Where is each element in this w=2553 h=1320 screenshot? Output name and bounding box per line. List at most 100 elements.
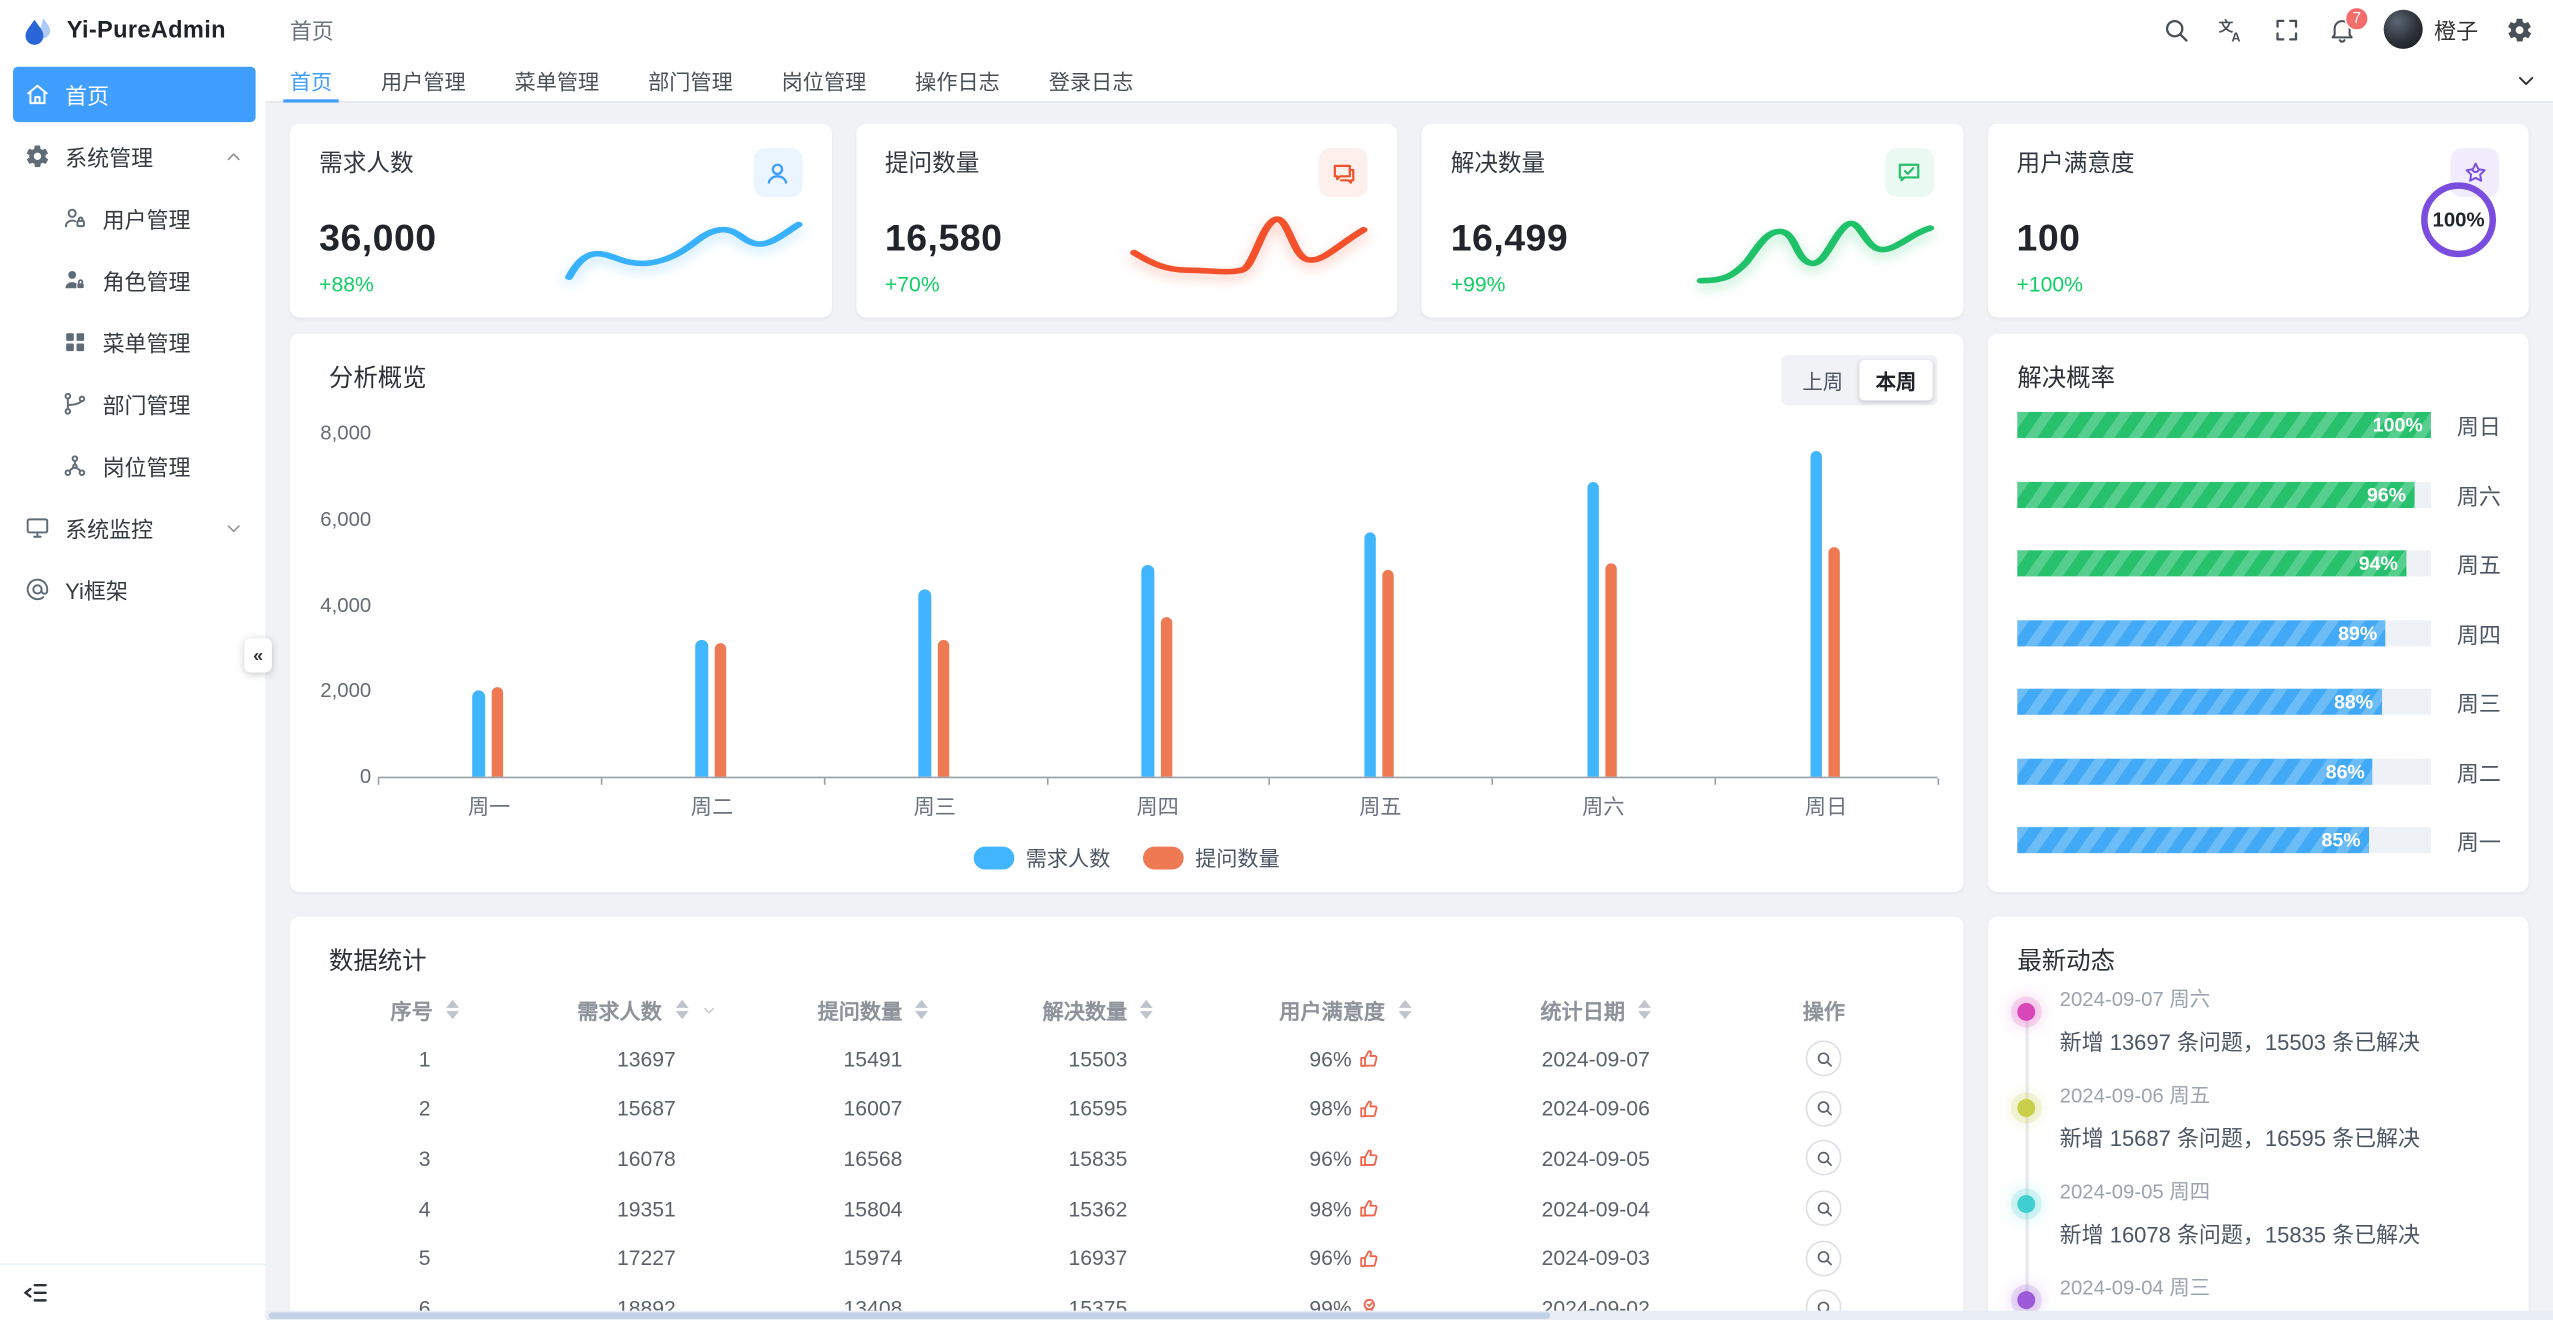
toggle-上周[interactable]: 上周	[1786, 360, 1859, 401]
satisfaction-value: 96%	[1309, 1046, 1352, 1072]
sparkline-chart	[1692, 204, 1936, 295]
menu-fold-icon[interactable]	[23, 1280, 49, 1306]
sidebar-item-label: 系统管理	[65, 146, 154, 171]
x-axis-tick	[823, 778, 826, 785]
bar-require-周三[interactable]	[918, 589, 931, 777]
tab-岗位管理[interactable]: 岗位管理	[782, 59, 867, 101]
tab-label: 登录日志	[1048, 69, 1134, 94]
user-lock-icon	[62, 205, 88, 231]
week-toggle: 上周 本周	[1781, 354, 1938, 406]
cell-value: 15491	[843, 1046, 903, 1072]
sidebar-item-菜单管理[interactable]: 菜单管理	[0, 311, 265, 373]
progress-value: 100%	[2372, 413, 2423, 437]
bar-question-周五[interactable]	[1382, 570, 1395, 777]
stat-cards-row: 需求人数 36,000 +88% 提问数量 16,580 +70% 解决数量 16,499…	[289, 123, 2529, 318]
notification-bell-button[interactable]: 7	[2328, 5, 2370, 43]
column-header-序号[interactable]: 序号	[329, 994, 520, 1025]
table-cell: 15491	[772, 1047, 973, 1071]
column-header-解决数量[interactable]: 解决数量	[973, 994, 1222, 1025]
search-button[interactable]	[2162, 15, 2190, 43]
row-view-button[interactable]	[1805, 1040, 1842, 1077]
row-view-button[interactable]	[1805, 1090, 1842, 1127]
progress-label: 周六	[2456, 484, 2501, 509]
sidebar-collapse-handle[interactable]: «	[244, 638, 272, 673]
sort-carets-icon[interactable]	[1638, 999, 1652, 1020]
tab-部门管理[interactable]: 部门管理	[648, 59, 733, 101]
tab-登录日志[interactable]: 登录日志	[1049, 59, 1134, 101]
column-header-label: 序号	[390, 998, 433, 1024]
column-header-需求人数[interactable]: 需求人数	[520, 994, 772, 1025]
satisfaction-ring: 100%	[2421, 182, 2496, 258]
analysis-title: 分析概览	[328, 364, 427, 393]
sort-carets-icon[interactable]	[1398, 999, 1412, 1020]
logo[interactable]: Yi-PureAdmin	[0, 0, 265, 60]
timeline-item: 2024-09-06 周五 新增 15687 条问题，16595 条已解决	[2017, 1078, 2505, 1174]
user-menu[interactable]: 橙子	[2383, 9, 2478, 49]
progress-value: 88%	[2333, 690, 2374, 714]
bar-question-周六[interactable]	[1605, 564, 1618, 777]
bar-question-周一[interactable]	[491, 687, 503, 777]
fullscreen-button[interactable]	[2273, 15, 2301, 43]
bar-require-周二[interactable]	[695, 639, 708, 777]
table-cell: 15362	[973, 1196, 1222, 1220]
progress-track: 85%	[2017, 827, 2431, 854]
latest-news-title: 最新动态	[2017, 947, 2116, 976]
chat-icon	[1318, 148, 1368, 198]
toggle-本周[interactable]: 本周	[1859, 359, 1933, 401]
table-cell: 3	[329, 1146, 520, 1170]
table-cell	[1723, 1140, 1924, 1177]
bar-question-周三[interactable]	[937, 639, 949, 777]
filter-chevron-icon[interactable]	[701, 1002, 716, 1017]
tabbar-dropdown-icon[interactable]	[2516, 69, 2537, 90]
progress-track: 96%	[2017, 481, 2431, 508]
tab-菜单管理[interactable]: 菜单管理	[515, 59, 600, 101]
table-cell: 16007	[772, 1096, 973, 1120]
sidebar-item-部门管理[interactable]: 部门管理	[0, 373, 265, 435]
table-header-row: 序号 需求人数 提问数量 解决数量 用户满意度 统计日期 操作	[329, 985, 1925, 1034]
bar-require-周一[interactable]	[472, 690, 486, 777]
tab-首页[interactable]: 首页	[283, 59, 339, 103]
data-stats-title: 数据统计	[328, 947, 427, 976]
row-view-button[interactable]	[1805, 1240, 1842, 1276]
stat-card-解决数量: 解决数量 16,499 +99%	[1421, 123, 1963, 318]
legend-item-提问数量[interactable]: 提问数量	[1142, 842, 1280, 873]
cell-value: 15835	[1068, 1146, 1128, 1171]
bar-require-周六[interactable]	[1586, 482, 1600, 777]
svg-text:文: 文	[2219, 16, 2234, 34]
horizontal-scrollbar[interactable]	[265, 1310, 2553, 1320]
tab-操作日志[interactable]: 操作日志	[915, 59, 1000, 101]
sidebar-item-Yi框架[interactable]: Yi框架	[0, 558, 265, 620]
sidebar-item-岗位管理[interactable]: 岗位管理	[0, 435, 265, 497]
timeline-rail	[2025, 1011, 2029, 1320]
row-view-button[interactable]	[1805, 1190, 1842, 1227]
column-header-提问数量[interactable]: 提问数量	[772, 994, 973, 1025]
row-view-button[interactable]	[1805, 1140, 1842, 1177]
sort-carets-icon[interactable]	[1140, 999, 1154, 1020]
legend-label: 提问数量	[1195, 846, 1280, 872]
sidebar-item-用户管理[interactable]: 用户管理	[0, 187, 265, 249]
sort-carets-icon[interactable]	[915, 999, 929, 1020]
bar-require-周四[interactable]	[1141, 564, 1154, 777]
sidebar-item-系统监控[interactable]: 系统监控	[0, 497, 265, 559]
sidebar-item-系统管理[interactable]: 系统管理	[0, 125, 265, 187]
column-header-用户满意度[interactable]: 用户满意度	[1222, 994, 1468, 1025]
legend-item-需求人数[interactable]: 需求人数	[973, 842, 1110, 873]
column-header-统计日期[interactable]: 统计日期	[1468, 994, 1723, 1025]
bar-question-周二[interactable]	[714, 643, 726, 777]
table-row: 2 15687 16007 16595 98% 2024-09-06	[329, 1084, 1925, 1134]
sort-carets-icon[interactable]	[445, 999, 459, 1020]
scrollbar-thumb[interactable]	[268, 1312, 1550, 1319]
latest-news-card: 最新动态 2024-09-07 周六 新增 13697 条问题，15503 条已解…	[1988, 916, 2529, 1320]
bar-question-周日[interactable]	[1828, 547, 1840, 777]
sort-carets-icon[interactable]	[674, 999, 688, 1020]
settings-gear-button[interactable]	[2506, 15, 2534, 43]
tab-用户管理[interactable]: 用户管理	[381, 59, 466, 101]
bar-question-周四[interactable]	[1160, 616, 1172, 777]
tab-label: 用户管理	[381, 69, 466, 94]
sidebar-item-角色管理[interactable]: 角色管理	[0, 249, 265, 311]
cell-value: 15974	[843, 1245, 903, 1271]
sidebar-item-首页[interactable]: 首页	[13, 66, 256, 123]
bar-require-周日[interactable]	[1809, 451, 1823, 777]
bar-require-周五[interactable]	[1364, 531, 1377, 777]
